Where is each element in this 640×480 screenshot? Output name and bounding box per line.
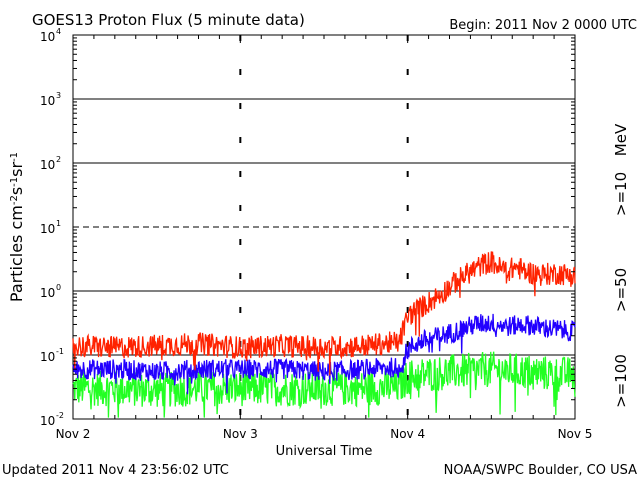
y-tick-base: 10 <box>40 286 55 300</box>
axis-ticks <box>72 35 576 419</box>
y-tick-base: 10 <box>40 222 55 236</box>
x-tick-labels: Nov 2 Nov 3 Nov 4 Nov 5 <box>56 427 593 441</box>
legend-series-gt100: >=100 <box>612 354 630 408</box>
y-tick-exponent: 0 <box>56 283 61 292</box>
y-tick-label: 10 2 <box>40 155 61 172</box>
y-axis-label: Particles cm-2s-1sr-1 <box>7 152 26 302</box>
y-tick-base: 10 <box>40 158 55 172</box>
series-gt100-line <box>72 351 576 418</box>
x-tick-label: Nov 3 <box>223 427 258 441</box>
y-tick-exponent: 4 <box>56 27 61 36</box>
y-tick-exponent: 2 <box>56 155 61 164</box>
begin-label: Begin: 2011 Nov 2 0000 UTC <box>449 18 637 33</box>
series-group <box>72 251 576 418</box>
unit-label: MeV <box>612 123 630 156</box>
y-tick-label: 10 1 <box>40 219 61 236</box>
y-tick-label: 10 -2 <box>40 411 64 428</box>
y-tick-label: 10 -1 <box>40 347 64 364</box>
x-axis-label: Universal Time <box>276 444 373 459</box>
x-tick-label: Nov 5 <box>558 427 593 441</box>
x-tick-label: Nov 4 <box>390 427 425 441</box>
right-legend: MeV >=10 >=50 >=100 <box>612 123 630 408</box>
x-tick-label: Nov 2 <box>56 427 91 441</box>
y-tick-label: 10 0 <box>40 283 61 300</box>
y-tick-exponent: -1 <box>56 347 64 356</box>
y-tick-base: 10 <box>40 414 55 428</box>
y-tick-base: 10 <box>40 30 55 44</box>
updated-label: Updated 2011 Nov 4 23:56:02 UTC <box>2 463 229 478</box>
legend-series-gt10: >=10 <box>612 172 630 216</box>
y-tick-base: 10 <box>40 94 55 108</box>
y-tick-exponent: -2 <box>56 411 64 420</box>
source-label: NOAA/SWPC Boulder, CO USA <box>444 463 637 478</box>
y-tick-base: 10 <box>40 350 55 364</box>
chart-title: GOES13 Proton Flux (5 minute data) <box>32 11 305 29</box>
y-tick-label: 10 3 <box>40 91 61 108</box>
y-tick-exponent: 3 <box>56 91 61 100</box>
y-tick-exponent: 1 <box>56 219 61 228</box>
series-gt10-line <box>72 251 576 376</box>
y-tick-label: 10 4 <box>40 27 61 44</box>
series-gt50-line <box>72 313 576 395</box>
legend-series-gt50: >=50 <box>612 268 630 312</box>
